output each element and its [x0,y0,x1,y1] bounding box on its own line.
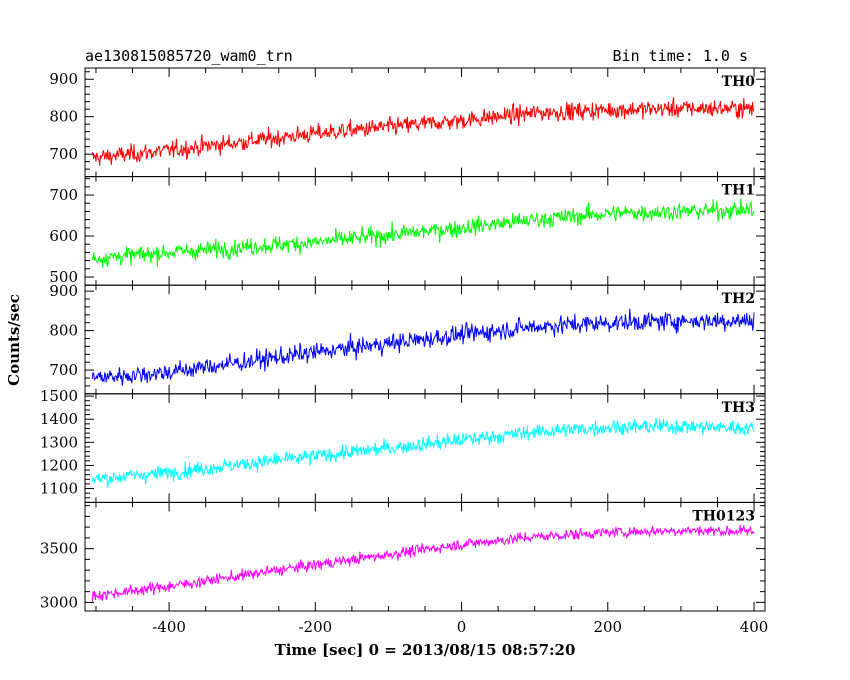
panel-label-th2: TH2 [722,291,755,307]
chart-title: ae130815085720_wam0_trn [85,47,293,65]
bin-time-label: Bin time: 1.0 s [613,47,748,65]
series-line-th2 [91,308,755,386]
panel-frame [84,501,766,612]
x-tick-label: 200 [593,618,622,636]
y-tick-label: 3000 [40,593,78,611]
panel-frame [84,284,766,395]
panel-th0123: 3000 3500 TH0123 [40,501,766,612]
series-line-th1 [91,198,755,268]
panel-th2: 700 800 900 TH2 [49,282,766,395]
x-tick-label: 0 [457,618,467,636]
series-line-th0123 [91,525,755,604]
panels-group: 700 800 900 TH0 500 600 700 TH1 700 800 900 TH2 1100… [40,67,766,612]
y-tick-label: 700 [49,361,78,379]
panel-th1: 500 600 700 TH1 [49,176,766,286]
y-tick-label: 900 [49,282,78,300]
y-tick-label: 600 [49,227,78,245]
series-line-th0 [91,97,755,166]
x-tick-label: -200 [298,618,332,636]
panel-th3: 1100 1200 1300 1400 1500 TH3 [40,387,766,503]
y-axis-label: Counts/sec [5,294,23,386]
panel-label-th0123: TH0123 [692,508,755,524]
y-tick-label: 1400 [40,410,78,428]
x-tick-labels: -400 -200 0 200 400 [152,618,768,636]
panel-th0: 700 800 900 TH0 [49,67,766,178]
y-tick-label: 900 [49,70,78,88]
y-tick-label: 1500 [40,387,78,405]
y-tick-label: 800 [49,108,78,126]
y-tick-label: 1100 [40,480,78,498]
y-tick-label: 700 [49,186,78,204]
y-tick-label: 800 [49,322,78,340]
panel-label-th3: TH3 [722,400,755,416]
x-tick-label: -400 [152,618,186,636]
panel-frame [84,393,766,503]
series-line-th3 [91,417,755,488]
panel-label-th1: TH1 [722,183,755,199]
y-tick-label: 700 [49,145,78,163]
x-tick-label: 400 [740,618,769,636]
x-axis-label: Time [sec] 0 = 2013/08/15 08:57:20 [275,641,576,659]
y-tick-label: 1300 [40,433,78,451]
y-tick-label: 3500 [40,540,78,558]
y-tick-label: 1200 [40,456,78,474]
y-tick-label: 500 [49,268,78,286]
panel-label-th0: TH0 [722,74,756,90]
